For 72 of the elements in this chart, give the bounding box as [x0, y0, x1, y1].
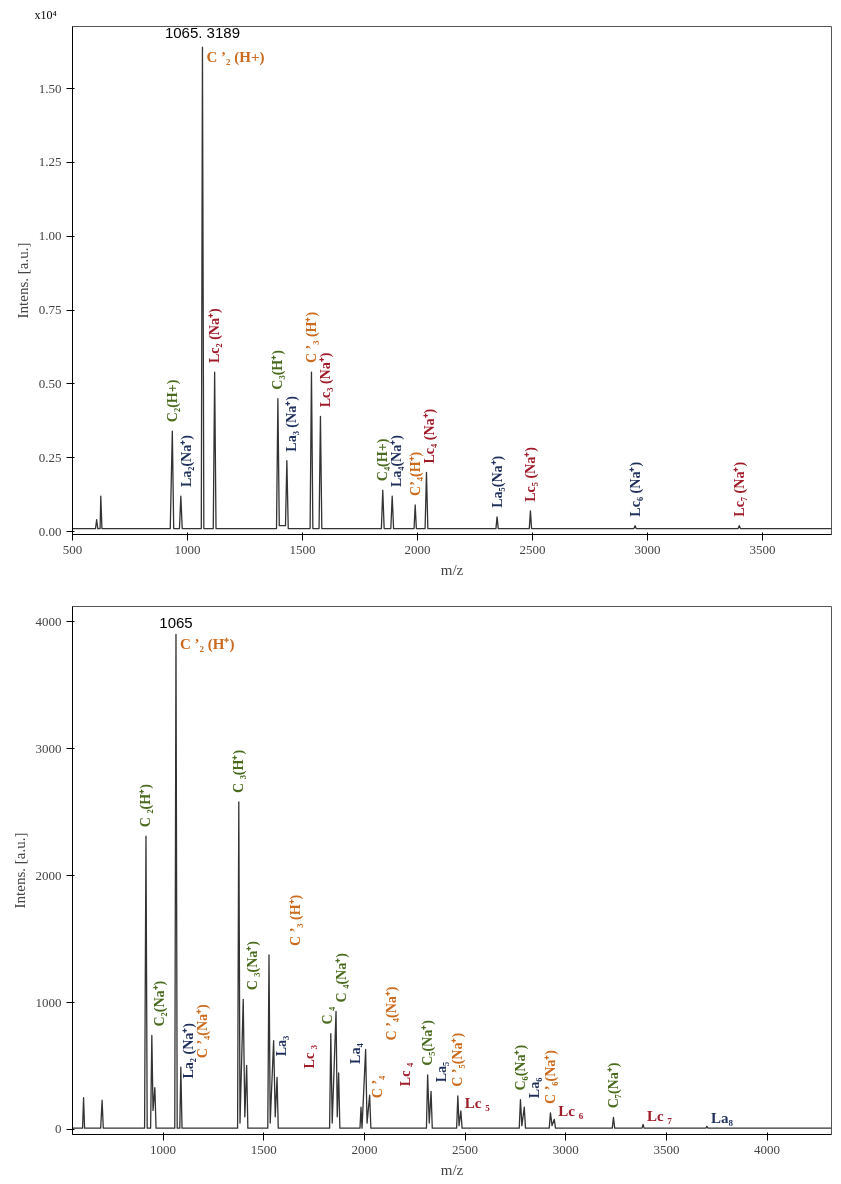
annotation: Lc₅ (Na⁺): [522, 446, 539, 502]
x-tick-label: 500: [62, 541, 83, 557]
x-tick-label: 1000: [150, 1141, 177, 1157]
y-axis-title: Intens. [a.u.]: [14, 242, 31, 319]
annotation: La₄: [348, 1042, 364, 1064]
x-tick-label: 4000: [754, 1141, 781, 1157]
text: x10⁴: [34, 7, 57, 22]
annotation: La₃: [274, 1035, 290, 1057]
y-tick-label: 3000: [35, 740, 62, 756]
line-series: [72, 633, 832, 1129]
annotation: C ₃(H⁺): [231, 749, 248, 793]
annotation: C ’₄: [370, 1074, 386, 1099]
x-tick-label: 2000: [351, 1141, 378, 1157]
annotation: C ’₅(Na⁺): [450, 1032, 467, 1087]
annotation: Lc₆ (Na⁺): [627, 461, 644, 517]
y-tick-label: 1.50: [38, 80, 62, 96]
annotation: Lc₃ (Na⁺): [317, 352, 334, 408]
y-tick-label: 1.00: [38, 228, 62, 244]
annotation: Lc₂ (Na⁺): [207, 308, 224, 364]
annotation: C ₂(H⁺): [138, 783, 155, 828]
annotation: C ’₂ (H⁺): [179, 636, 235, 654]
annotation: La₈: [710, 1110, 734, 1127]
x-tick-label: 3500: [653, 1141, 680, 1157]
y-tick-label: 1.25: [38, 154, 62, 170]
annotation: C ’₃ (H⁺): [303, 311, 320, 364]
annotation: C₇(Na⁺): [605, 1062, 622, 1109]
y-axis-title: Intens. [a.u.]: [11, 832, 28, 909]
annotation: Lc ₇: [647, 1108, 673, 1125]
annotation: C₂(Na⁺): [152, 980, 169, 1027]
x-tick-label: 2500: [519, 541, 546, 557]
y-tick-label: 1000: [35, 994, 62, 1010]
annotation: La₂(Na⁺): [178, 434, 195, 488]
annotation: Lc ₃: [302, 1045, 318, 1069]
annotation: C₂(H+): [164, 379, 181, 423]
annotation: C ₄(Na⁺): [334, 952, 351, 1003]
x-tick-label: 1000: [174, 541, 201, 557]
annotation: C₆(Na⁺): [512, 1044, 529, 1091]
line-series: [72, 46, 832, 530]
annotation: Lc ₅: [464, 1095, 491, 1112]
x-axis-title: m/z: [440, 1161, 464, 1178]
annotation: La₅: [434, 1061, 450, 1083]
annotation: Lc₇ (Na⁺): [731, 461, 748, 517]
x-tick-label: 3500: [749, 541, 776, 557]
annotation: C ’₄(Na⁺): [384, 986, 401, 1041]
y-tick-label: 4000: [35, 613, 62, 629]
annotation: C ’₂ (H+): [206, 49, 265, 67]
x-tick-label: 3000: [552, 1141, 579, 1157]
y-tick-label: 0.25: [38, 449, 62, 465]
x-tick-label: 1500: [250, 1141, 277, 1157]
y-tick-label: 0: [55, 1121, 62, 1137]
annotation: C ’₆(Na⁺): [542, 1049, 559, 1104]
annotation: C₅(Na⁺): [420, 1019, 437, 1066]
annotation: C’₄(H⁺): [407, 451, 424, 496]
x-tick-label: 2500: [452, 1141, 479, 1157]
y-tick-label: 0.00: [38, 523, 62, 539]
annotation: 1065. 3189: [164, 24, 240, 42]
x-tick-label: 1500: [289, 541, 316, 557]
x-axis-title: m/z: [440, 561, 464, 578]
y-tick-label: 2000: [35, 867, 62, 883]
annotation: La₃ (Na⁺): [284, 395, 301, 452]
annotation: C ₄: [320, 1005, 336, 1025]
y-tick-label: 0.50: [38, 375, 62, 391]
annotation: Lc ₄: [398, 1062, 414, 1087]
annotation: La₅(Na⁺): [489, 455, 506, 508]
annotation: C ’₃ (H⁺): [288, 894, 305, 946]
annotation: C ₃(Na⁺): [245, 940, 262, 991]
annotation: Lc ₆: [558, 1103, 584, 1120]
x-tick-label: 2000: [404, 541, 431, 557]
annotation: C₃(H⁺): [270, 349, 287, 390]
annotation: 1065: [159, 614, 193, 632]
x-tick-label: 3000: [634, 541, 661, 557]
y-tick-label: 0.75: [38, 302, 62, 318]
